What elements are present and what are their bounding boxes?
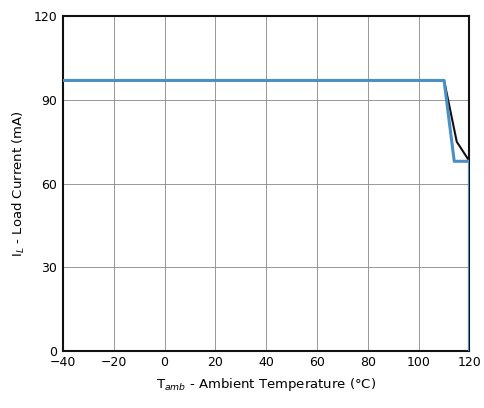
Y-axis label: I$_L$ - Load Current (mA): I$_L$ - Load Current (mA) [11, 110, 27, 257]
X-axis label: T$_{amb}$ - Ambient Temperature (°C): T$_{amb}$ - Ambient Temperature (°C) [156, 376, 376, 393]
